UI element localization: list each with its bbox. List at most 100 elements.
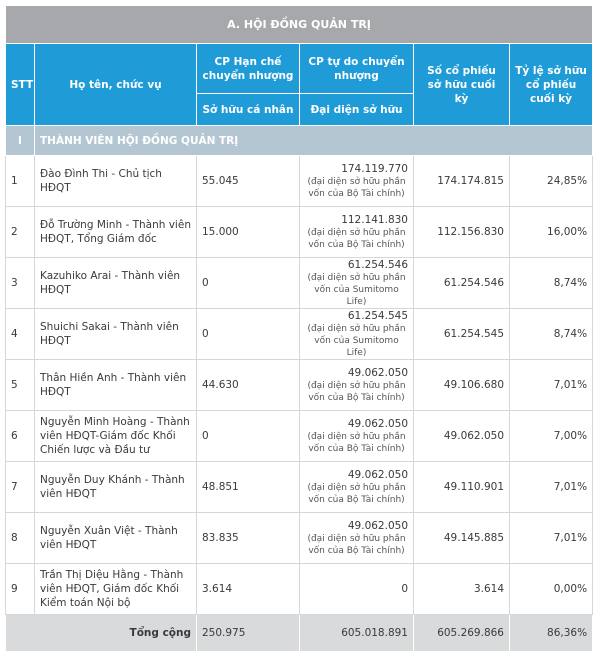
shares-cell: 61.254.545 (413, 308, 510, 360)
total-free: 605.018.891 (299, 614, 414, 652)
free-cell: 61.254.545 (đại diện sở hữu phần vốn của … (299, 308, 414, 360)
stt-cell: 6 (5, 410, 35, 462)
ratio-cell: 7,01% (508, 359, 594, 411)
personal-cell: 0 (196, 308, 300, 360)
table-body: I THÀNH VIÊN HỘI ĐỒNG QUẢN TRỊ 1 Đào Đình … (5, 125, 594, 652)
table-row: 6 Nguyễn Minh Hoàng - Thành viên HĐQT-Giá… (5, 410, 594, 462)
free-cell: 112.141.830 (đại diện sở hữu phần vốn của… (299, 206, 414, 258)
name-cell: Kazuhiko Arai - Thành viên HĐQT (34, 257, 197, 309)
free-cell: 49.062.050 (đại diện sở hữu phần vốn của … (299, 512, 414, 564)
table-row: 4 Shuichi Sakai - Thành viên HĐQT 0 61.254.… (5, 308, 594, 360)
ratio-cell: 16,00% (508, 206, 594, 258)
total-label: Tổng cộng (5, 614, 197, 652)
name-cell: Nguyễn Duy Khánh - Thành viên HĐQT (34, 461, 197, 513)
stt-cell: 2 (5, 206, 35, 258)
name-cell: Shuichi Sakai - Thành viên HĐQT (34, 308, 197, 360)
ratio-cell: 8,74% (508, 308, 594, 360)
personal-cell: 3.614 (196, 563, 300, 615)
personal-cell: 15.000 (196, 206, 300, 258)
ratio-cell: 7,01% (508, 512, 594, 564)
ratio-cell: 7,01% (508, 461, 594, 513)
total-personal: 250.975 (196, 614, 300, 652)
table-row: 3 Kazuhiko Arai - Thành viên HĐQT 0 61.254.… (5, 257, 594, 309)
name-cell: Trần Thị Diệu Hằng - Thành viên HĐQT, Gi… (34, 563, 197, 615)
shares-cell: 174.174.815 (413, 155, 510, 207)
ratio-cell: 0,00% (508, 563, 594, 615)
stt-cell: 8 (5, 512, 35, 564)
name-cell: Nguyễn Minh Hoàng - Thành viên HĐQT-Giám… (34, 410, 197, 462)
shareholding-table: A. HỘI ĐỒNG QUẢN TRỊ STT Họ tên, chức vụ… (4, 5, 594, 652)
free-note: (đại diện sở hữu phần vốn của Bộ Tài chí… (307, 483, 406, 505)
free-cell: 49.062.050 (đại diện sở hữu phần vốn của … (299, 461, 414, 513)
free-note: (đại diện sở hữu phần vốn của Bộ Tài chí… (307, 177, 406, 199)
stt-cell: 1 (5, 155, 35, 207)
table-row: 5 Thân Hiền Anh - Thành viên HĐQT 44.630 49… (5, 359, 594, 411)
ratio-cell: 7,00% (508, 410, 594, 462)
free-value: 49.062.050 (347, 418, 408, 430)
header-ratio: Tỷ lệ sở hữu cổ phiếu cuối kỳ (508, 43, 594, 126)
header-restricted: CP Hạn chế chuyển nhượng (196, 43, 300, 94)
table-row: 2 Đỗ Trường Minh - Thành viên HĐQT, Tổng … (5, 206, 594, 258)
free-value: 49.062.050 (347, 520, 408, 532)
free-cell: 0 (299, 563, 414, 615)
free-value: 61.254.545 (347, 310, 408, 322)
personal-cell: 55.045 (196, 155, 300, 207)
shares-cell: 3.614 (413, 563, 510, 615)
free-note: (đại diện sở hữu phần vốn của Bộ Tài chí… (307, 381, 406, 403)
header-restricted-sub: Sở hữu cá nhân (196, 93, 300, 126)
shares-cell: 112.156.830 (413, 206, 510, 258)
free-note: (đại diện sở hữu phần vốn của Bộ Tài chí… (307, 534, 406, 556)
personal-cell: 0 (196, 410, 300, 462)
stt-cell: 3 (5, 257, 35, 309)
total-row: Tổng cộng 250.975 605.018.891 605.269.866 86… (5, 614, 594, 652)
free-note: (đại diện sở hữu phần vốn của Sumitomo L… (307, 324, 406, 358)
free-value: 61.254.546 (347, 259, 408, 271)
free-value: 49.062.050 (347, 367, 408, 379)
personal-cell: 44.630 (196, 359, 300, 411)
shares-cell: 61.254.546 (413, 257, 510, 309)
section-id: I (5, 125, 35, 156)
free-note: (đại diện sở hữu phần vốn của Bộ Tài chí… (307, 432, 406, 454)
ratio-cell: 8,74% (508, 257, 594, 309)
table-row: 7 Nguyễn Duy Khánh - Thành viên HĐQT 48.85… (5, 461, 594, 513)
section-label: THÀNH VIÊN HỘI ĐỒNG QUẢN TRỊ (33, 125, 594, 156)
shares-cell: 49.106.680 (413, 359, 510, 411)
free-note: (đại diện sở hữu phần vốn của Bộ Tài chí… (307, 228, 406, 250)
stt-cell: 7 (5, 461, 35, 513)
header-shares: Số cổ phiếu sở hữu cuối kỳ (413, 43, 510, 126)
table-title: A. HỘI ĐỒNG QUẢN TRỊ (4, 5, 594, 44)
total-ratio: 86,36% (508, 614, 594, 652)
free-value: 112.141.830 (341, 214, 408, 226)
table-row: 8 Nguyễn Xuân Việt - Thành viên HĐQT 83.83… (5, 512, 594, 564)
total-shares: 605.269.866 (413, 614, 510, 652)
personal-cell: 0 (196, 257, 300, 309)
stt-cell: 4 (5, 308, 35, 360)
shares-cell: 49.145.885 (413, 512, 510, 564)
name-cell: Thân Hiền Anh - Thành viên HĐQT (34, 359, 197, 411)
header-stt: STT (5, 43, 35, 126)
name-cell: Nguyễn Xuân Việt - Thành viên HĐQT (34, 512, 197, 564)
name-cell: Đào Đình Thi - Chủ tịch HĐQT (34, 155, 197, 207)
free-value: 0 (401, 583, 408, 595)
free-cell: 61.254.546 (đại diện sở hữu phần vốn của … (299, 257, 414, 309)
free-cell: 49.062.050 (đại diện sở hữu phần vốn của … (299, 410, 414, 462)
stt-cell: 5 (5, 359, 35, 411)
free-value: 49.062.050 (347, 469, 408, 481)
header-free-sub: Đại diện sở hữu (299, 93, 414, 126)
name-cell: Đỗ Trường Minh - Thành viên HĐQT, Tổng G… (34, 206, 197, 258)
free-cell: 49.062.050 (đại diện sở hữu phần vốn của … (299, 359, 414, 411)
free-value: 174.119.770 (341, 163, 408, 175)
table-row: 9 Trần Thị Diệu Hằng - Thành viên HĐQT, G… (5, 563, 594, 615)
personal-cell: 48.851 (196, 461, 300, 513)
personal-cell: 83.835 (196, 512, 300, 564)
ratio-cell: 24,85% (508, 155, 594, 207)
header-free: CP tự do chuyển nhượng (299, 43, 414, 94)
table-row: 1 Đào Đình Thi - Chủ tịch HĐQT 55.045 174.1… (5, 155, 594, 207)
free-note: (đại diện sở hữu phần vốn của Sumitomo L… (307, 273, 406, 307)
header-name: Họ tên, chức vụ (34, 43, 197, 126)
free-cell: 174.119.770 (đại diện sở hữu phần vốn của… (299, 155, 414, 207)
shares-cell: 49.062.050 (413, 410, 510, 462)
shares-cell: 49.110.901 (413, 461, 510, 513)
stt-cell: 9 (5, 563, 35, 615)
